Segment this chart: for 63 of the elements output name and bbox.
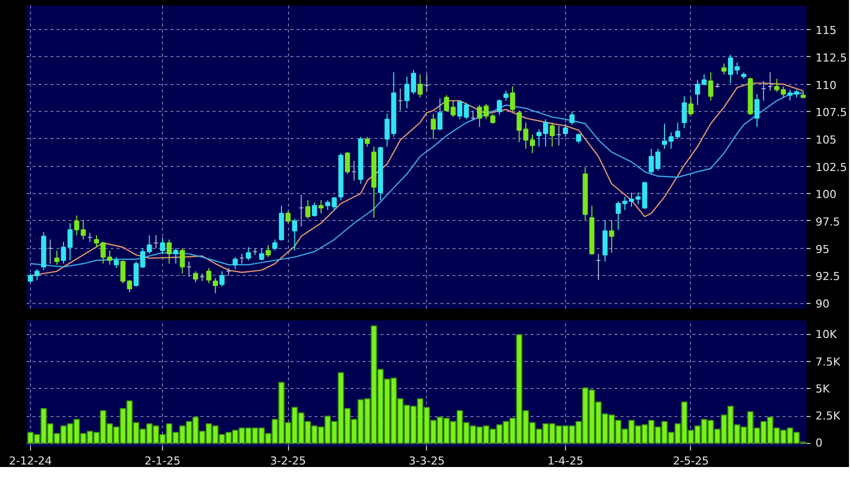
candlestick	[173, 248, 178, 264]
candlestick	[682, 96, 687, 129]
candlestick	[166, 239, 172, 264]
candlestick	[688, 96, 694, 116]
candlestick	[576, 132, 582, 144]
candlestick	[232, 256, 238, 270]
candlestick	[708, 72, 714, 102]
y-tick-label: 102.5	[816, 160, 847, 174]
y-tick-label: 92.5	[816, 270, 840, 284]
x-tick-label: 3-3-25	[408, 454, 445, 468]
y-tick-label: 0	[816, 436, 822, 450]
candlestick	[496, 99, 502, 116]
candlestick	[212, 277, 218, 294]
candlestick	[285, 210, 291, 224]
candlestick	[562, 123, 568, 138]
y-tick-label: 7.5K	[816, 355, 841, 368]
x-tick-label: 1-4-25	[547, 454, 584, 468]
candlestick	[292, 218, 298, 252]
y-tick-label: 107.5	[816, 106, 847, 120]
candlestick	[609, 219, 614, 254]
y-tick-label: 5K	[816, 382, 830, 396]
y-tick-label: 97.5	[816, 215, 840, 228]
candlestick	[272, 239, 278, 252]
candlestick	[318, 200, 324, 214]
candlestick	[219, 270, 225, 288]
candlestick	[266, 244, 271, 258]
candlestick	[206, 268, 212, 284]
candlestick	[259, 248, 264, 261]
y-tick-label: 105	[816, 133, 836, 146]
candlestick	[246, 246, 251, 261]
candlestick	[305, 200, 310, 220]
candlestick	[364, 136, 370, 148]
x-tick-label: 2-1-25	[144, 454, 181, 468]
candlestick	[74, 215, 80, 236]
candlestick	[430, 113, 436, 140]
candlestick	[516, 110, 522, 143]
candlestick	[180, 248, 185, 274]
y-tick-label: 100	[816, 188, 836, 202]
y-tick-label: 115	[816, 24, 836, 38]
candlestick	[193, 270, 198, 283]
y-tick-label: 90	[816, 298, 830, 311]
candlestick	[160, 236, 166, 254]
x-tick-label: 3-2-25	[270, 454, 306, 468]
candlestick	[550, 122, 555, 148]
candlestick	[114, 256, 119, 269]
x-tick-label: 2-5-25	[672, 454, 709, 468]
candlestick	[437, 98, 442, 131]
candlestick	[344, 152, 350, 174]
candlestick	[510, 86, 516, 112]
candlestick	[569, 111, 575, 126]
candlestick	[54, 250, 60, 266]
candlestick	[721, 62, 726, 75]
x-tick-label: 2-12-24	[8, 454, 52, 468]
candlestick	[418, 74, 423, 98]
candlestick	[80, 219, 86, 240]
y-tick-label: 95	[816, 242, 830, 256]
candlestick	[312, 202, 318, 218]
candlestick	[754, 94, 760, 128]
y-tick-label: 2.5K	[816, 410, 841, 423]
y-tick-label: 110	[816, 78, 836, 92]
y-tick-label: 112.5	[816, 51, 847, 64]
y-tick-label: 10K	[816, 328, 838, 342]
candlestick	[503, 90, 509, 102]
